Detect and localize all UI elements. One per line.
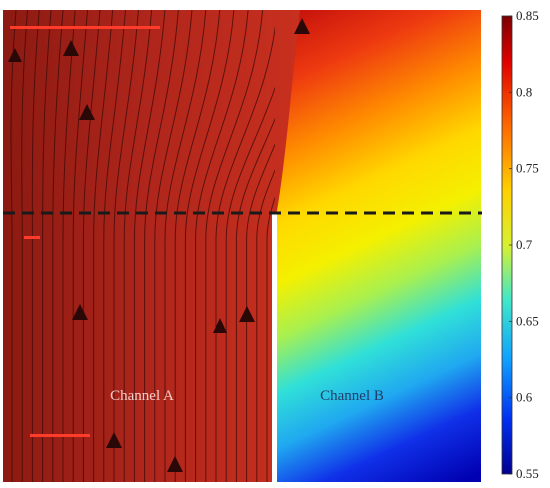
- streamline: [133, 10, 166, 482]
- tracer-marker: [213, 318, 227, 333]
- streamline: [246, 143, 275, 482]
- streamline: [72, 10, 89, 482]
- colorbar-tick-label: 0.85: [516, 8, 539, 23]
- tracer-marker: [8, 48, 22, 62]
- streamline: [31, 10, 40, 482]
- tracer-marker: [294, 18, 310, 34]
- streamline: [266, 196, 275, 482]
- streamline: [235, 117, 275, 482]
- channel-wall: [272, 213, 277, 483]
- streamline: [42, 10, 52, 482]
- streamline: [123, 10, 153, 482]
- colorbar-tick-label: 0.8: [516, 84, 532, 99]
- streak-artifacts: [10, 26, 160, 437]
- streamline: [82, 10, 101, 482]
- streamline: [184, 10, 235, 482]
- colorbar-tick-label: 0.75: [516, 161, 539, 176]
- tracer-marker: [106, 432, 122, 448]
- streamlines: [10, 10, 275, 482]
- tracer-marker: [63, 40, 79, 56]
- tracer-markers: [8, 18, 310, 472]
- streamline: [225, 86, 275, 482]
- streamline: [215, 25, 275, 482]
- channel-a-label: Channel A: [110, 388, 174, 404]
- streamline: [113, 10, 139, 482]
- tracer-marker: [72, 304, 88, 320]
- channel-a-field: [3, 10, 300, 482]
- channel-b-label: Channel B: [320, 388, 384, 404]
- colorbar-tick-label: 0.55: [516, 466, 539, 481]
- colorbar-ticks: 0.85 0.8 0.75 0.7 0.65 0.6 0.55: [509, 8, 539, 481]
- colorbar-tick-label: 0.65: [516, 313, 539, 328]
- streamline: [195, 10, 249, 482]
- streamline: [144, 10, 179, 482]
- colorbar-tick-label: 0.7: [516, 237, 533, 252]
- tracer-marker: [239, 306, 255, 322]
- streamline: [21, 10, 29, 482]
- tracer-marker: [167, 456, 183, 472]
- streamline: [164, 10, 207, 482]
- streamline: [174, 10, 221, 482]
- streamline: [52, 10, 64, 482]
- streamline: [10, 10, 17, 482]
- streamline: [103, 10, 126, 482]
- streamline: [93, 10, 114, 482]
- tracer-marker: [79, 104, 95, 120]
- streamline: [205, 10, 264, 482]
- streamline: [256, 169, 275, 482]
- streamline: [154, 10, 193, 482]
- colorbar-tick-label: 0.6: [516, 390, 533, 405]
